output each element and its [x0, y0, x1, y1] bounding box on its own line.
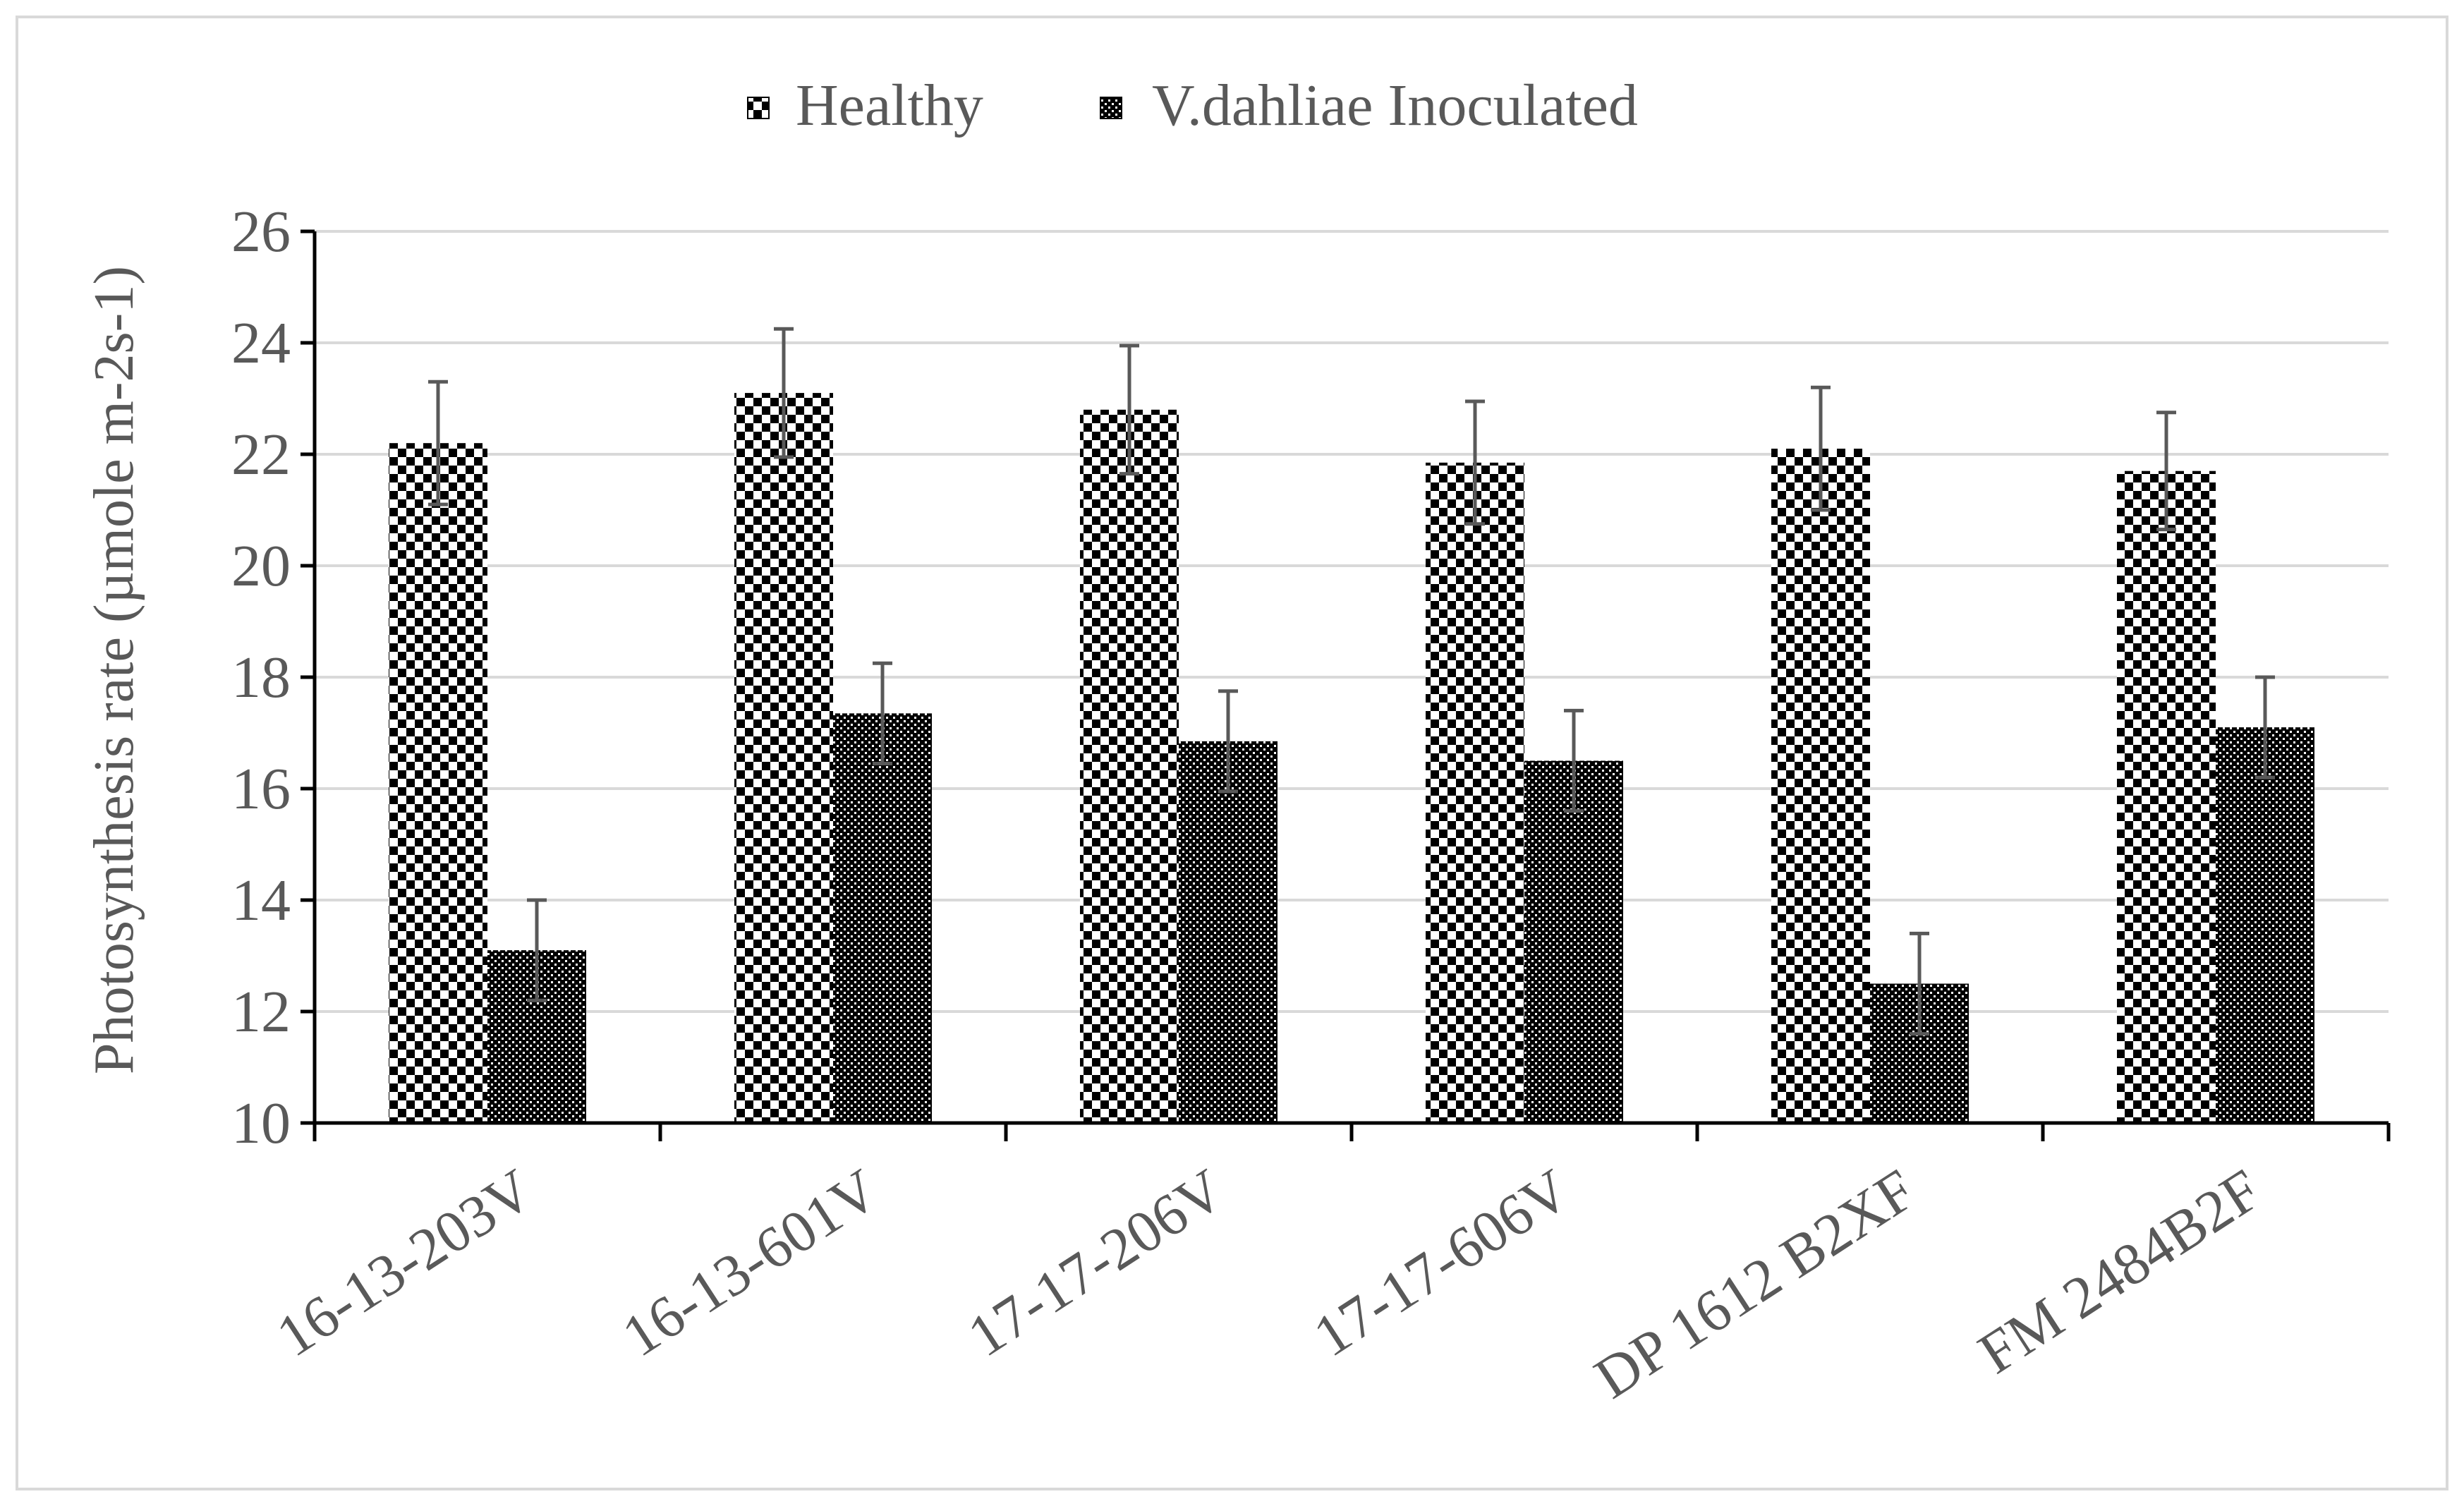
bar-inoculated-2	[833, 713, 932, 1123]
x-tick-label-3: 17-17-206V	[957, 1157, 1235, 1370]
gridlines	[315, 230, 2389, 1013]
axes	[301, 229, 2391, 1141]
legend-label-healthy: Healthy	[796, 73, 983, 138]
bar-inoculated-6	[2216, 727, 2314, 1123]
legend-swatch-inoculated	[1100, 97, 1122, 119]
error-bars	[428, 327, 2275, 1036]
y-tick-label-22: 22	[231, 422, 291, 487]
bar-healthy-6	[2117, 470, 2216, 1123]
legend-label-inoculated: V.dahliae Inoculated	[1152, 73, 1638, 138]
bars	[389, 393, 2314, 1123]
y-tick-label-20: 20	[231, 533, 291, 599]
legend-swatch-healthy	[747, 97, 770, 119]
legend-item-inoculated: V.dahliae Inoculated	[1100, 73, 1638, 138]
x-tick-label-1: 16-13-203V	[265, 1157, 544, 1370]
y-tick-label-10: 10	[231, 1091, 291, 1156]
x-tick-label-6: FM 2484B2F	[1967, 1157, 2272, 1387]
y-tick-label-26: 26	[231, 199, 291, 265]
y-axis-title: Photosynthesis rate (µmole m-2s-1)	[83, 266, 145, 1074]
y-tick-label-18: 18	[231, 645, 291, 710]
y-tick-label-16: 16	[231, 756, 291, 822]
x-tick-labels: 16-13-203V 16-13-601V 17-17-206V 17-17-606V…	[265, 1157, 2272, 1411]
bar-healthy-5	[1771, 449, 1870, 1123]
legend: Healthy V.dahliae Inoculated	[747, 73, 1638, 138]
bar-healthy-4	[1426, 462, 1524, 1123]
bar-healthy-1	[389, 443, 487, 1123]
bar-healthy-2	[734, 393, 833, 1123]
y-tick-label-12: 12	[231, 979, 291, 1045]
bar-inoculated-3	[1179, 741, 1277, 1123]
bar-healthy-3	[1080, 409, 1179, 1123]
x-tick-label-2: 16-13-601V	[611, 1157, 890, 1370]
y-tick-labels: 10 12 14 16 18 20 22 24 26	[231, 199, 291, 1156]
bar-inoculated-4	[1524, 760, 1623, 1123]
x-tick-label-4: 17-17-606V	[1302, 1157, 1581, 1370]
x-tick-label-5: DP 1612 B2XF	[1584, 1157, 1926, 1411]
legend-item-healthy: Healthy	[747, 73, 983, 138]
y-tick-label-24: 24	[231, 310, 291, 376]
y-tick-label-14: 14	[231, 868, 291, 933]
